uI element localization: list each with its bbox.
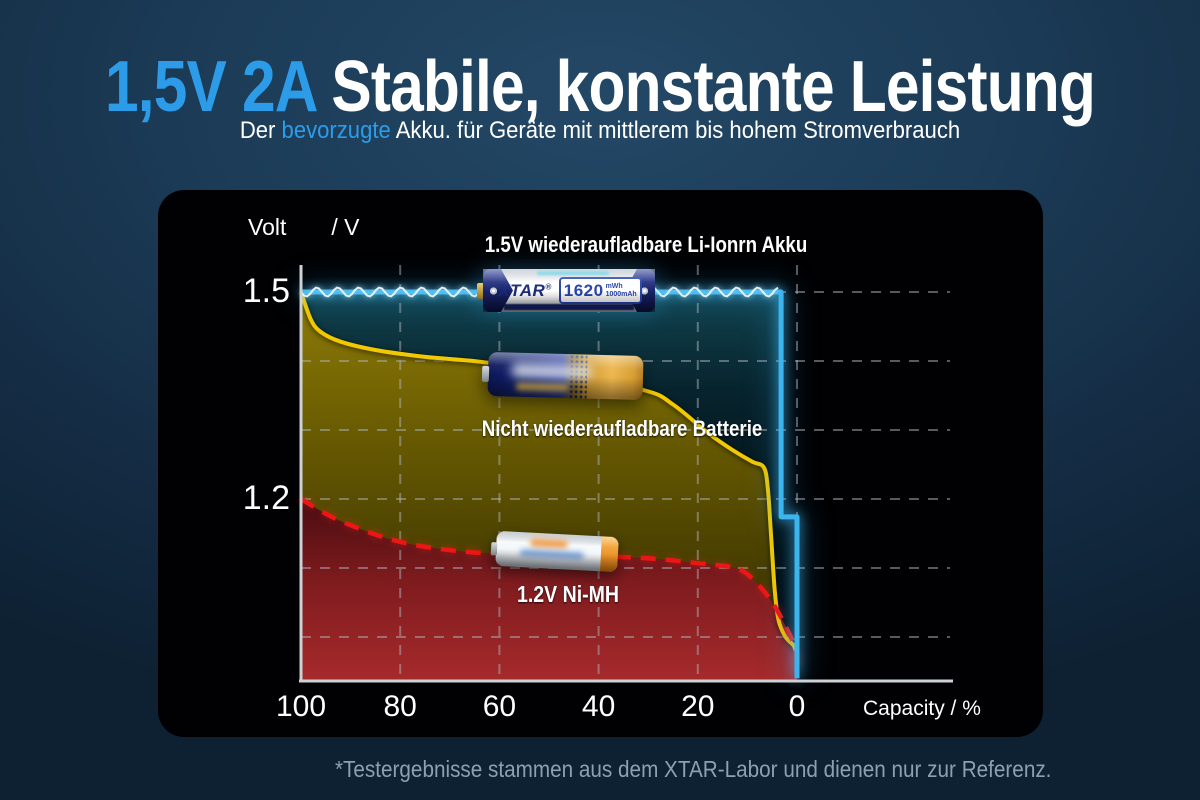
blurred-brand-label [511,362,593,380]
battery-microtext-top [536,271,610,275]
x-tick-labels: 100 80 60 40 20 0 [158,690,1043,730]
blurred-brand-label [515,382,569,393]
xtar-logo: XTAR® [498,280,552,300]
cap-dot [490,287,497,294]
disclaimer-text: *Testergebnisse stammen aus dem XTAR-Lab… [335,756,1052,782]
blurred-brand-label [530,537,568,549]
title-highlight: 1,5V 2A [104,47,316,127]
x-tick-label: 0 [788,690,806,723]
capacity-units: mWh 1000mAh [605,282,637,298]
liion-battery-image: XTAR® 1620 mWh 1000mAh [477,269,655,312]
alkaline-curve-label: Nicht wiederaufladbare Batterie [481,416,763,441]
nimh-area-fill [301,499,797,681]
x-tick-label: 60 [482,690,517,723]
title-rest: Stabile, konstante Leistung [315,47,1096,127]
cap-dot [641,287,648,294]
page-title: 1,5V 2A Stabile, konstante Leistung [96,47,1104,127]
discharge-curve-chart [299,265,953,683]
capacity-value: 1620 [563,280,604,300]
battery-microtext-bottom [504,304,634,310]
subtitle-post: Akku. für Geräte mit mittlerem bis hohem… [390,117,961,144]
battery-positive-tip [490,541,498,555]
subtitle-highlight: bevorzugte [281,117,391,144]
x-tick-label: 20 [681,690,715,723]
x-tick-label: 40 [581,690,616,723]
y-axis-label-value: Volt [248,214,287,240]
y-axis-label: Volt / V [248,214,360,241]
nimh-curve [299,497,800,679]
x-tick-label: 80 [383,690,417,723]
nimh-curve-label: 1.2V Ni-MH [516,581,620,607]
nimh-battery-image [490,530,619,573]
x-tick-label: 100 [275,690,327,723]
x-axis-label: Capacity / % [863,697,981,720]
y-tick-labels: 1.5 1.2 [158,190,298,737]
battery-branding: XTAR® 1620 mWh 1000mAh [498,269,642,312]
capacity-badge: 1620 mWh 1000mAh [558,277,642,304]
axes [299,265,953,683]
subtitle-pre: Der [239,117,282,144]
chart-panel: Volt / V 1.5 1.2 100 80 60 40 20 0 Capacity / … [158,190,1043,737]
y-tick-label: 1.5 [242,272,290,310]
battery-positive-tip [477,282,484,299]
battery-positive-tip [481,365,490,382]
alkaline-battery-image [481,351,644,401]
y-tick-label: 1.2 [242,479,290,517]
page-subtitle: Der bevorzugte Akku. für Geräte mit mitt… [48,117,1152,145]
liion-curve-label: 1.5V wiederaufladbare Li-Ionrn Akku [484,232,808,257]
battery-orange-cap [600,536,619,573]
y-axis-label-unit: / V [331,214,360,240]
blurred-brand-label [520,548,584,560]
